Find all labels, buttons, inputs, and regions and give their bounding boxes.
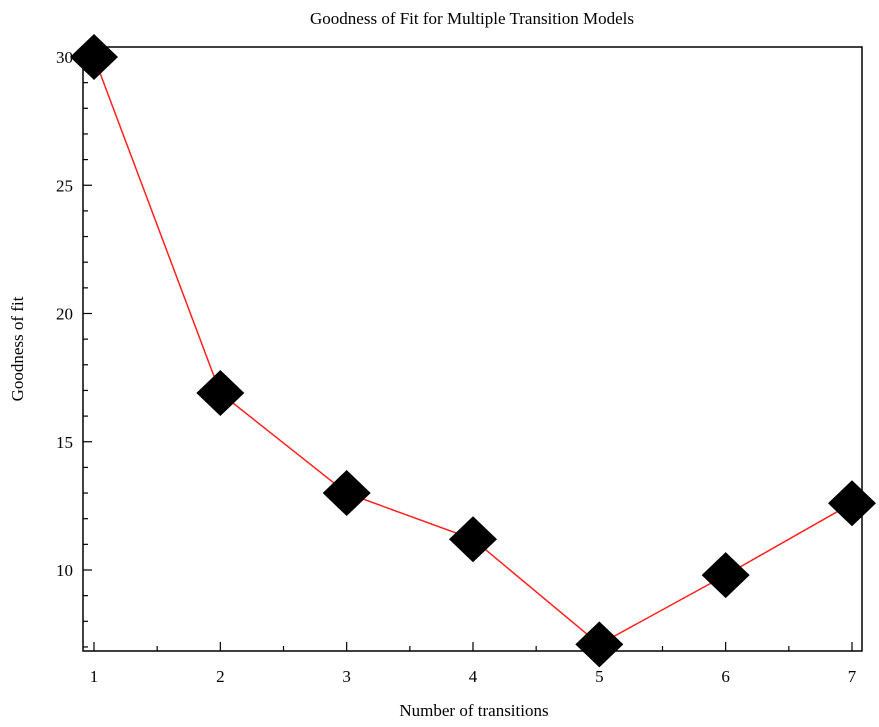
y-tick-label: 10 — [56, 561, 73, 580]
x-tick-label: 4 — [469, 667, 478, 686]
data-point-marker — [70, 34, 118, 80]
data-point-marker — [701, 552, 750, 599]
chart-title: Goodness of Fit for Multiple Transition … — [310, 9, 634, 28]
data-point-marker — [828, 480, 876, 527]
data-point-marker — [449, 516, 497, 563]
x-axis-label: Number of transitions — [399, 701, 548, 720]
y-axis-label: Goodness of fit — [8, 296, 27, 401]
x-tick-label: 7 — [848, 667, 857, 686]
data-point-marker — [575, 621, 624, 668]
y-tick-label: 20 — [56, 305, 73, 324]
y-tick-label: 25 — [56, 176, 73, 195]
x-tick-label: 6 — [721, 667, 730, 686]
x-tick-label: 1 — [90, 667, 99, 686]
y-tick-label: 30 — [56, 48, 73, 67]
plot-area: 10 15 20 25 30 1 2 3 4 5 6 7 — [56, 34, 876, 686]
x-tick-label: 2 — [216, 667, 225, 686]
x-tick-label: 5 — [595, 667, 604, 686]
data-point-marker — [196, 370, 245, 417]
y-tick-label: 15 — [56, 433, 73, 452]
data-point-marker — [322, 470, 371, 517]
x-tick-label: 3 — [342, 667, 351, 686]
